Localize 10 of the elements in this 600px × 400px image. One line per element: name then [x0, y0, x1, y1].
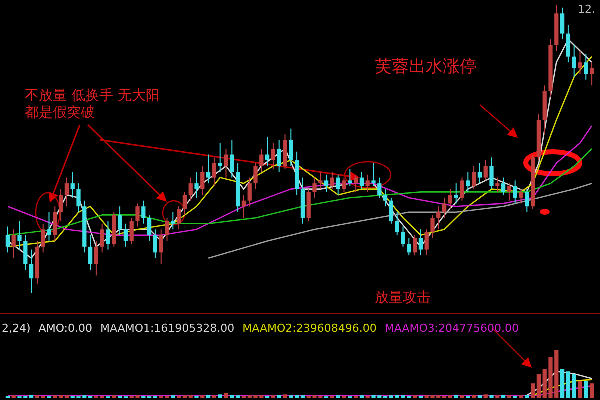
annotation: 放量攻击: [375, 290, 431, 306]
annotation: 都是假突破: [25, 105, 95, 121]
text: MAAMO3:204775600.00: [384, 322, 520, 335]
text: MAAMO1:161905328.00: [100, 322, 235, 335]
annotation: 12.: [578, 3, 596, 16]
annotation: 不放量 低换手 无大阳: [25, 88, 160, 104]
text: MAAMO2:239608496.00: [242, 322, 377, 335]
text: AMO:0.00: [38, 322, 92, 335]
annotation: 芙蓉出水涨停: [375, 57, 477, 77]
chart-title: 2,24): [2, 322, 31, 335]
